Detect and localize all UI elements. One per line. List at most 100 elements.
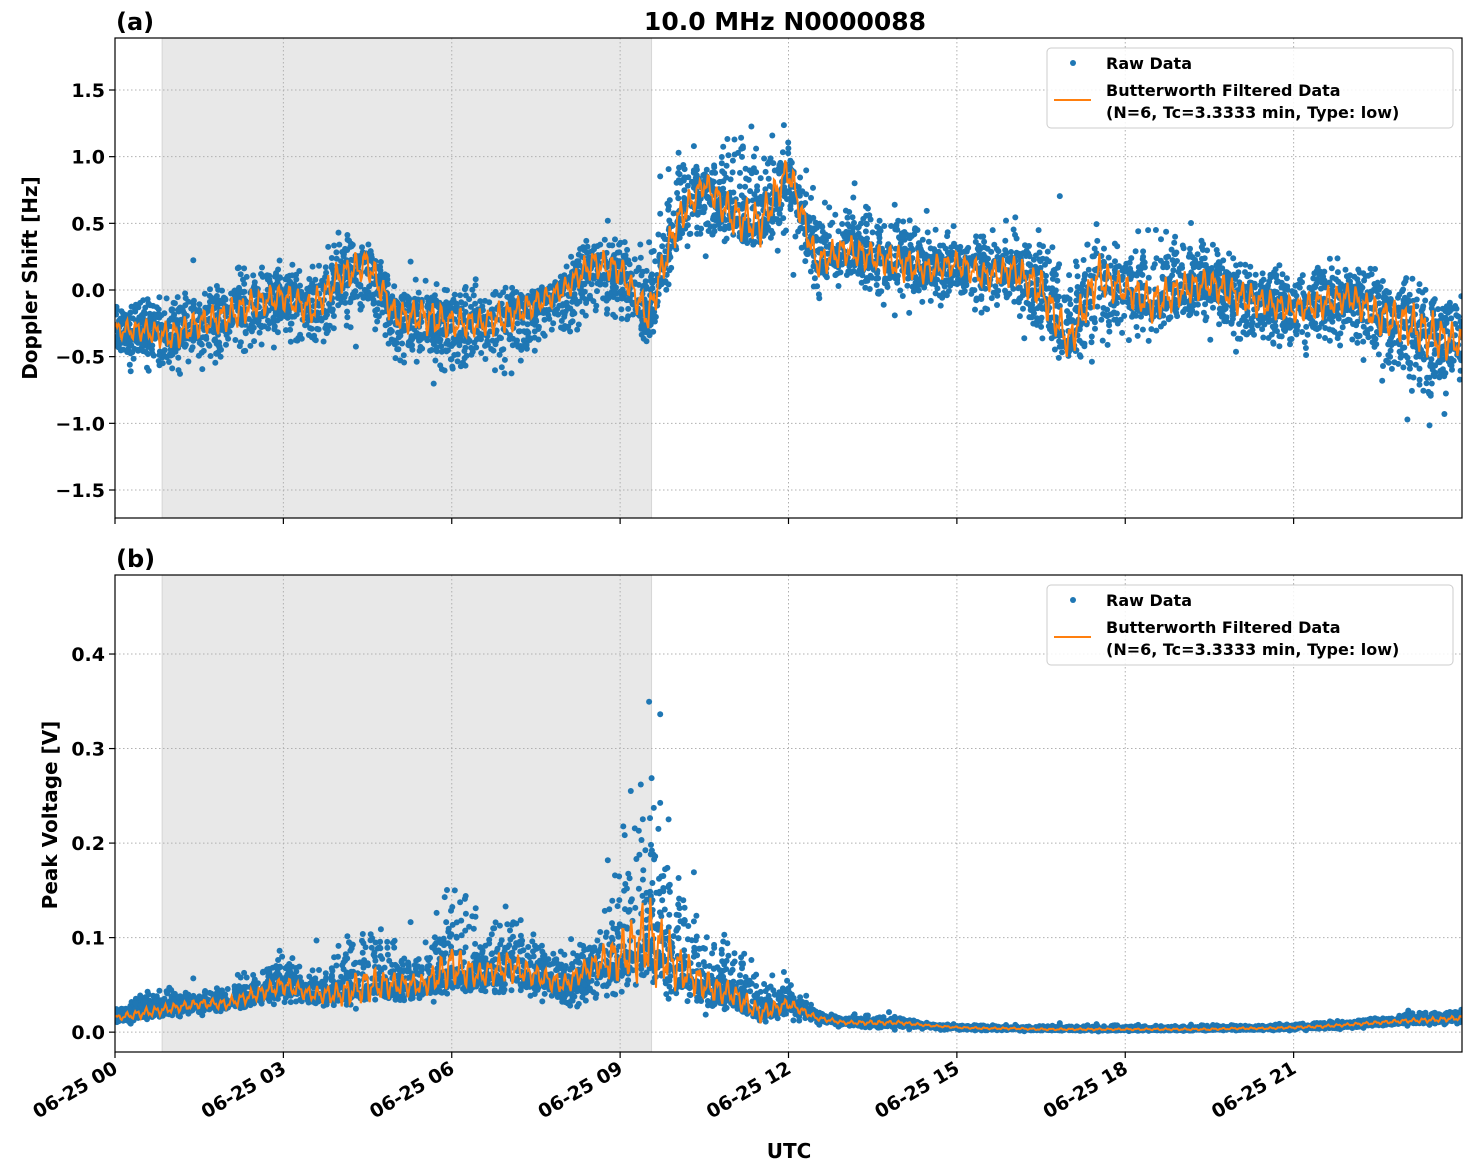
raw-data-point [1073,298,1079,304]
raw-data-point [1285,324,1291,330]
raw-data-point [704,167,710,173]
raw-data-point [876,291,882,297]
raw-data-point [587,293,593,299]
raw-data-point [423,278,429,284]
raw-data-point [162,347,168,353]
raw-data-point [711,162,717,168]
raw-data-point [1389,366,1395,372]
raw-data-point [518,358,524,364]
raw-data-point [329,255,335,261]
raw-data-point [1278,285,1284,291]
raw-data-point [1202,255,1208,261]
raw-data-point [881,302,887,308]
raw-data-point [604,311,610,317]
raw-data-point [1445,308,1451,314]
raw-data-point [1300,290,1306,296]
raw-data-point [542,317,548,323]
raw-data-point [1380,295,1386,301]
raw-data-point [1020,250,1026,256]
raw-data-point [323,322,329,328]
raw-data-point [606,295,612,301]
raw-data-point [836,228,842,234]
raw-data-point [1303,345,1309,351]
raw-data-point [175,355,181,361]
raw-data-point [925,229,931,235]
raw-data-point [870,229,876,235]
raw-data-point [624,316,630,322]
raw-data-point [353,344,359,350]
raw-data-point [1383,288,1389,294]
y-tick-label: −0.5 [55,347,105,369]
raw-data-point [1422,298,1428,304]
raw-data-point [515,320,521,326]
raw-data-point [1380,363,1386,369]
raw-data-point [766,176,772,182]
raw-data-point [175,294,181,300]
raw-data-point [1355,334,1361,340]
raw-data-point [945,250,951,256]
raw-data-point [748,124,754,130]
raw-data-point [1380,278,1386,284]
raw-data-point [150,303,156,309]
raw-data-point [1361,357,1367,363]
raw-data-point [1059,340,1065,346]
raw-data-point [646,239,652,245]
raw-data-point [739,192,745,198]
raw-data-point [850,214,856,220]
raw-data-point [616,249,622,255]
raw-data-point [270,315,276,321]
raw-data-point [306,276,312,282]
raw-data-point [711,179,717,185]
raw-data-point [1020,306,1026,312]
raw-data-point [395,346,401,352]
raw-data-point [1146,275,1152,281]
raw-data-point [822,200,828,206]
raw-data-point [183,295,189,301]
raw-data-point [649,271,655,277]
raw-data-point [1190,303,1196,309]
raw-data-point [985,256,991,262]
raw-data-point [386,341,392,347]
raw-data-point [1030,321,1036,327]
raw-data-point [612,288,618,294]
raw-data-point [579,309,585,315]
raw-data-point [252,279,258,285]
raw-data-point [1215,251,1221,257]
raw-data-point [904,283,910,289]
raw-data-point [344,309,350,315]
raw-data-point [1008,249,1014,255]
raw-data-point [344,314,350,320]
raw-data-point [344,323,350,329]
raw-data-point [919,299,925,305]
raw-data-point [129,349,135,355]
raw-data-point [928,298,934,304]
raw-data-point [275,277,281,283]
raw-data-point [1409,276,1415,282]
raw-data-point [809,228,815,234]
raw-data-point [1153,328,1159,334]
raw-data-point [1400,364,1406,370]
raw-data-point [289,314,295,320]
raw-data-point [212,360,218,366]
raw-data-point [1216,321,1222,327]
raw-data-point [132,309,138,315]
raw-data-point [1098,317,1104,323]
raw-data-point [725,152,731,158]
raw-data-point [839,221,845,227]
raw-data-point [462,286,468,292]
raw-data-point [657,211,663,217]
raw-data-point [682,166,688,172]
raw-data-point [452,292,458,298]
raw-data-point [951,223,957,229]
raw-data-point [808,269,814,275]
raw-data-point [555,312,561,318]
raw-data-point [1133,248,1139,254]
raw-data-point [1388,348,1394,354]
raw-data-point [832,272,838,278]
raw-data-point [1333,276,1339,282]
raw-data-point [751,154,757,160]
raw-data-point [1106,255,1112,261]
raw-data-point [676,150,682,156]
raw-data-point [1075,273,1081,279]
raw-data-point [897,288,903,294]
